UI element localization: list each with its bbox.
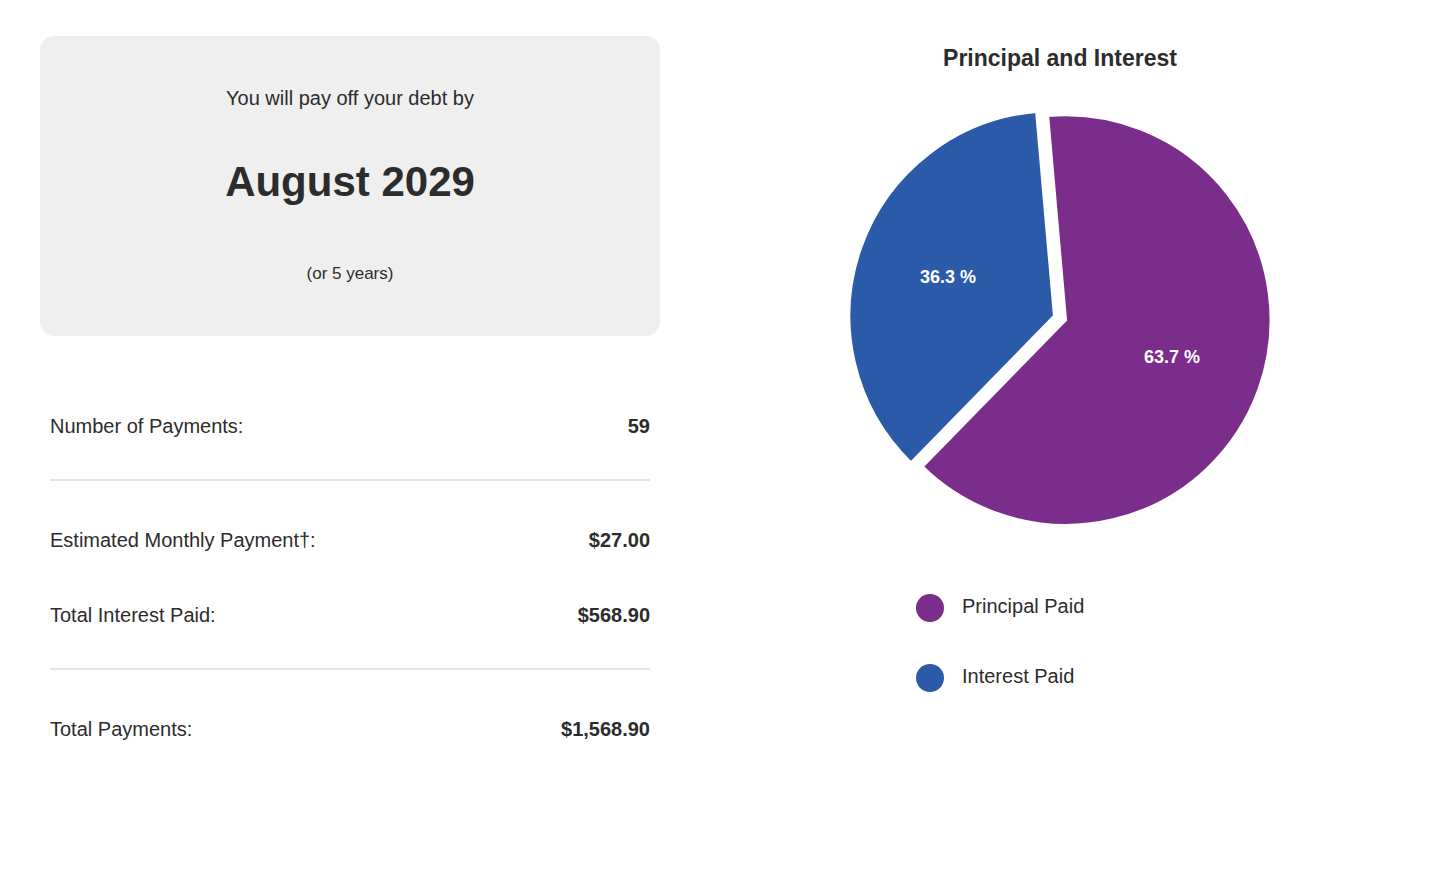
- data-label: 63.7 %: [1144, 347, 1200, 367]
- page: You will pay off your debt by August 2029…: [0, 0, 1438, 882]
- stat-value: $27.00: [589, 529, 650, 551]
- chart-title: Principal and Interest: [943, 45, 1177, 71]
- summary-period: (or 5 years): [307, 264, 394, 283]
- stat-label: Total Interest Paid:: [50, 604, 216, 626]
- stat-label: Estimated Monthly Payment†:: [50, 529, 316, 551]
- pie: 63.7 % 36.3 %: [849, 112, 1271, 525]
- stat-label: Number of Payments:: [50, 415, 243, 437]
- summary-box: [40, 36, 660, 336]
- legend-item: Principal Paid: [916, 594, 1084, 622]
- legend-swatch: [916, 664, 944, 692]
- summary-panel: You will pay off your debt by August 2029…: [40, 36, 660, 740]
- stat-value: 59: [628, 415, 650, 437]
- separator: [50, 668, 650, 669]
- legend-item: Interest Paid: [916, 664, 1074, 692]
- pie-slice: [849, 112, 1054, 463]
- stat-value: $568.90: [578, 604, 650, 626]
- slices: [849, 112, 1271, 525]
- separator: [50, 479, 650, 480]
- legend-label: Principal Paid: [962, 595, 1084, 617]
- summary-heading: You will pay off your debt by: [226, 87, 474, 109]
- stat-label: Total Payments:: [50, 718, 192, 740]
- legend-label: Interest Paid: [962, 665, 1074, 687]
- summary-date: August 2029: [225, 158, 475, 205]
- legend: Principal Paid Interest Paid: [916, 594, 1084, 692]
- data-label: 36.3 %: [920, 267, 976, 287]
- stat-value: $1,568.90: [561, 718, 650, 740]
- legend-swatch: [916, 594, 944, 622]
- pie-panel: Principal and Interest 63.7 % 36.3 % Princi…: [849, 45, 1271, 692]
